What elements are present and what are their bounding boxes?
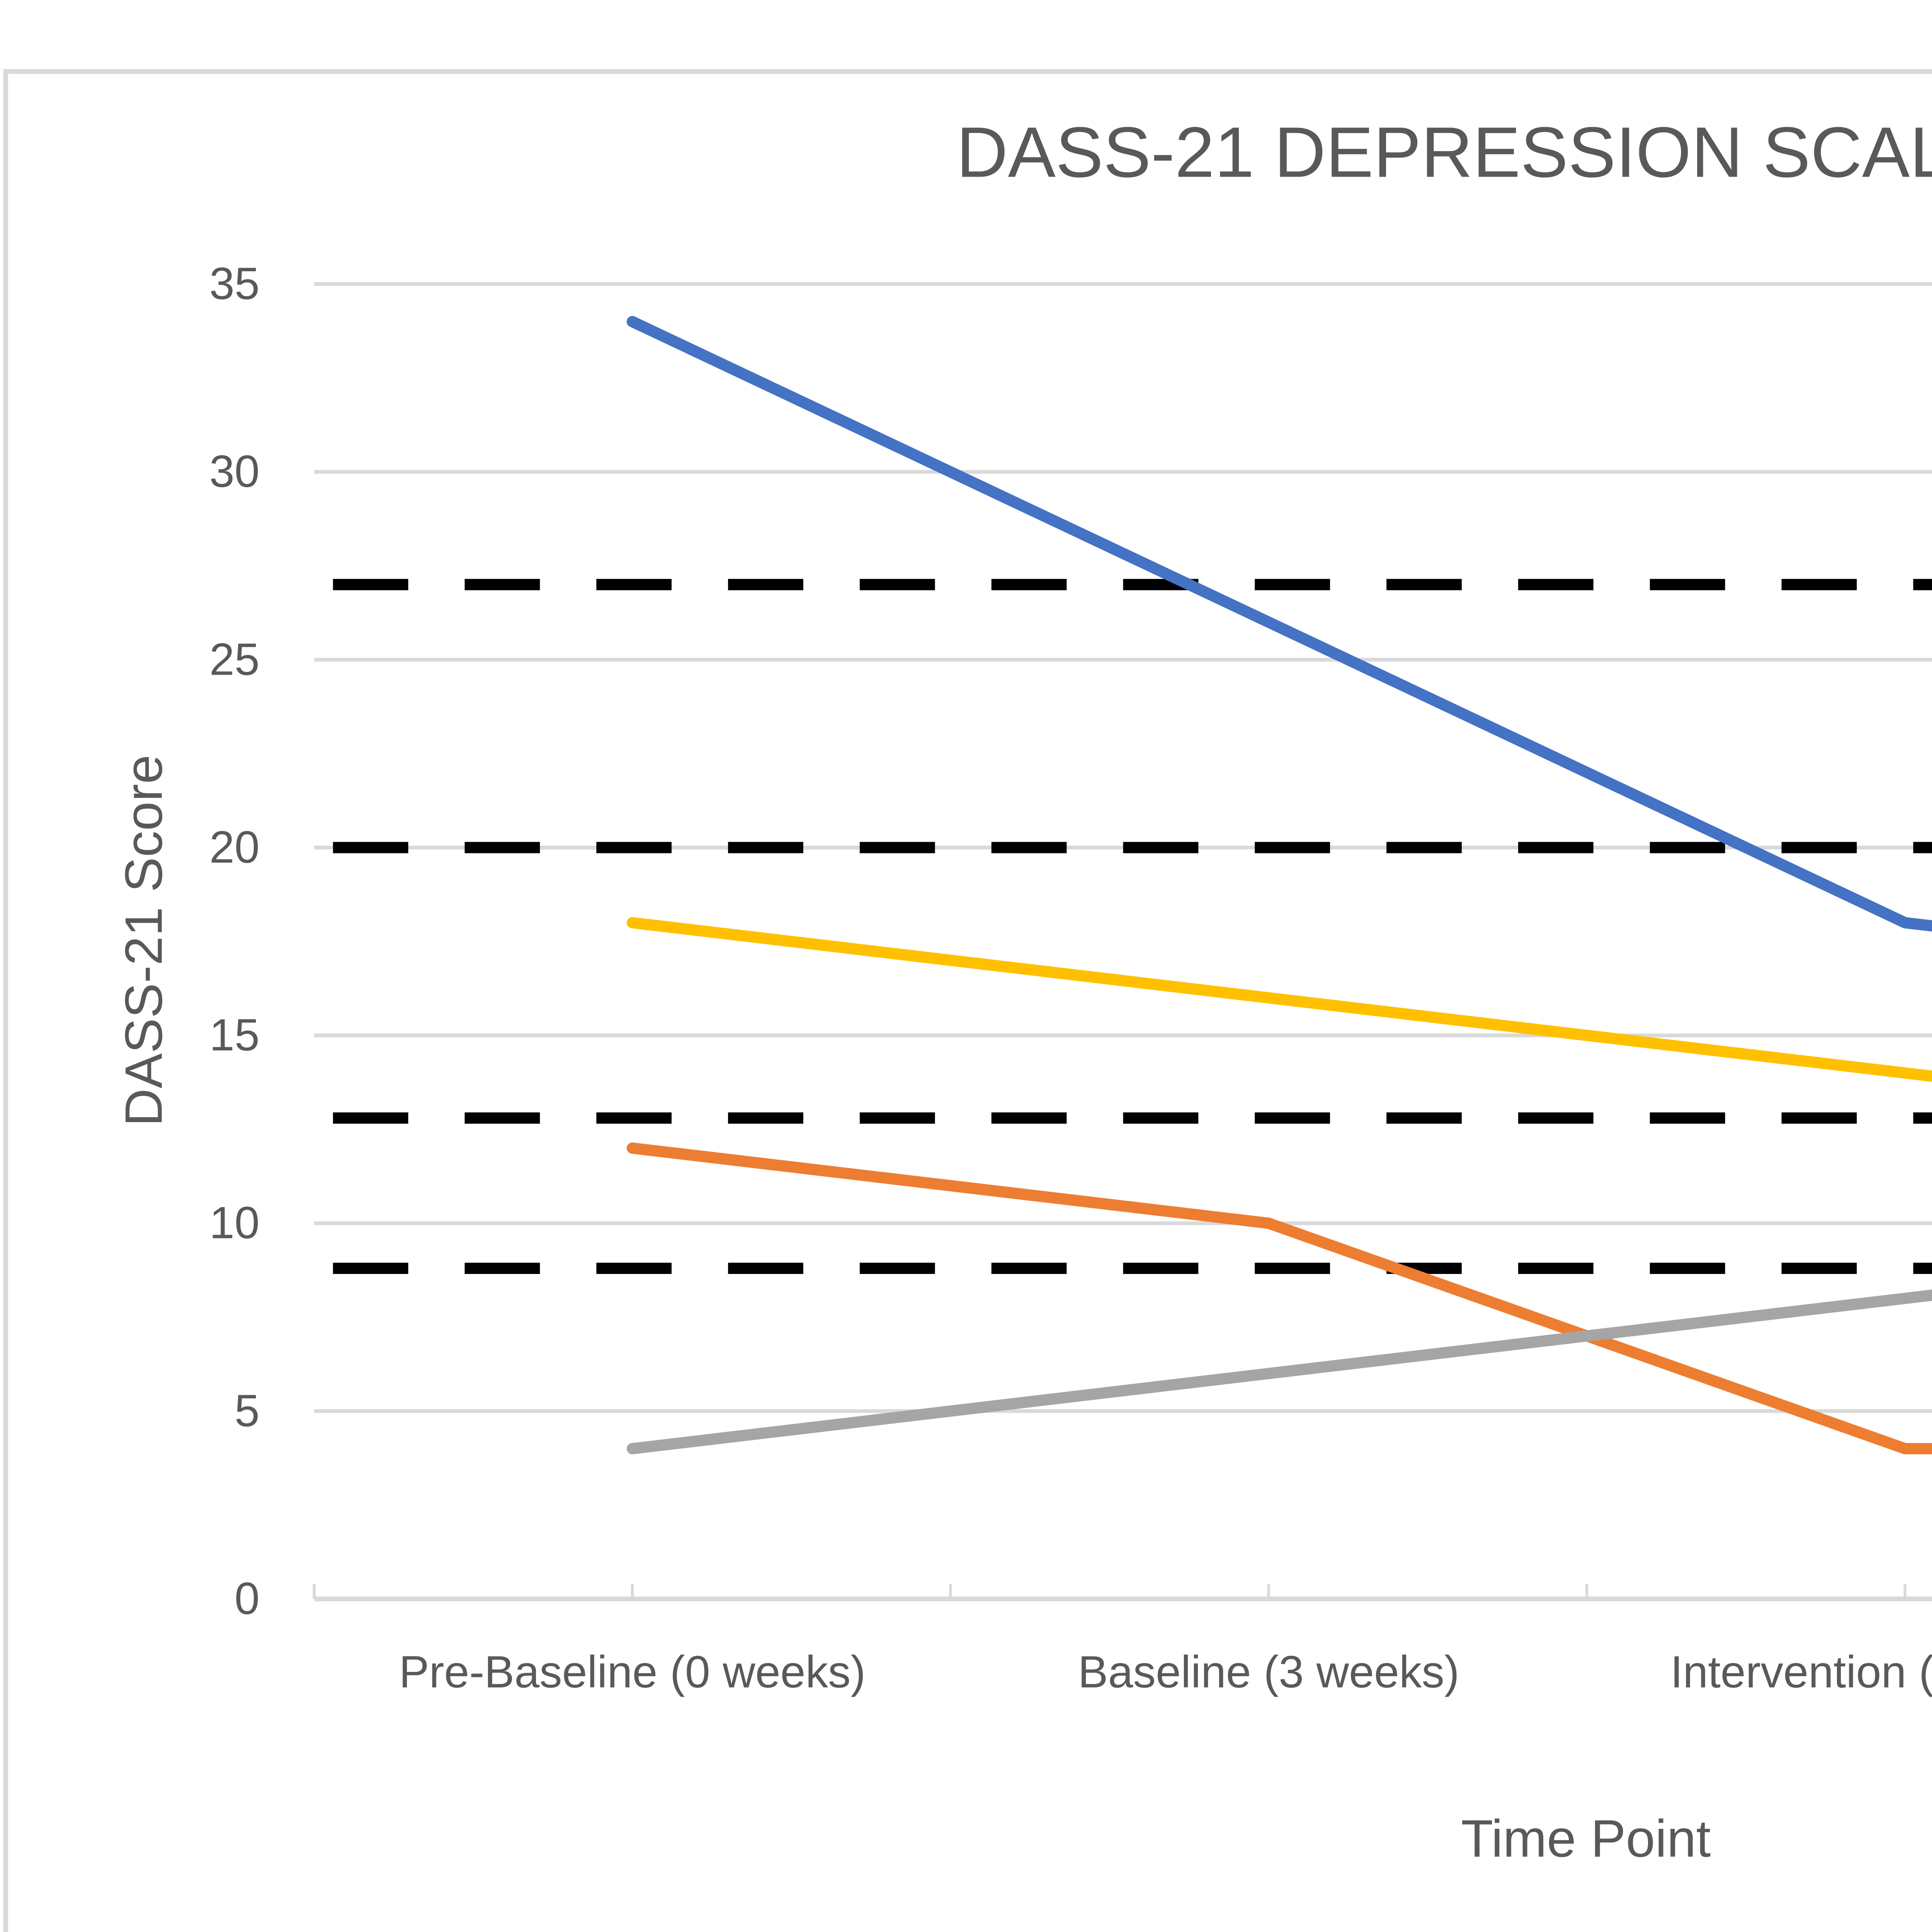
y-tick-label: 15 xyxy=(209,1010,260,1060)
y-axis-title: DASS-21 Score xyxy=(114,755,173,1126)
x-tick-label: Baseline (3 weeks) xyxy=(1078,1646,1459,1697)
x-axis-title: Time Point xyxy=(1461,1809,1711,1868)
y-tick-label: 25 xyxy=(209,634,260,684)
x-tick-label: Pre-Baseline (0 weeks) xyxy=(399,1646,866,1697)
y-tick-label: 30 xyxy=(209,446,260,497)
series-line-participant-3 xyxy=(626,1289,1932,1454)
series-lines xyxy=(626,316,1932,1454)
threshold-lines xyxy=(333,579,1932,1274)
y-tick-label: 0 xyxy=(235,1573,260,1624)
y-tick-label: 5 xyxy=(235,1385,260,1436)
series-line-participant-1 xyxy=(626,316,1932,932)
series-line-participant-4 xyxy=(626,917,1932,1082)
chart-title: DASS-21 DEPRESSION SCALE xyxy=(956,113,1932,192)
y-axis-ticks: 0 5 10 15 20 25 30 35 xyxy=(209,258,260,1624)
x-axis: Pre-Baseline (0 weeks) Baseline (3 weeks)… xyxy=(313,1584,1932,1697)
chart-border xyxy=(3,69,1932,1932)
x-tick-label: Intervention (13 weeks) xyxy=(1670,1646,1932,1697)
y-tick-label: 20 xyxy=(209,821,260,872)
y-tick-label: 10 xyxy=(209,1197,260,1248)
y-tick-label: 35 xyxy=(209,258,260,309)
